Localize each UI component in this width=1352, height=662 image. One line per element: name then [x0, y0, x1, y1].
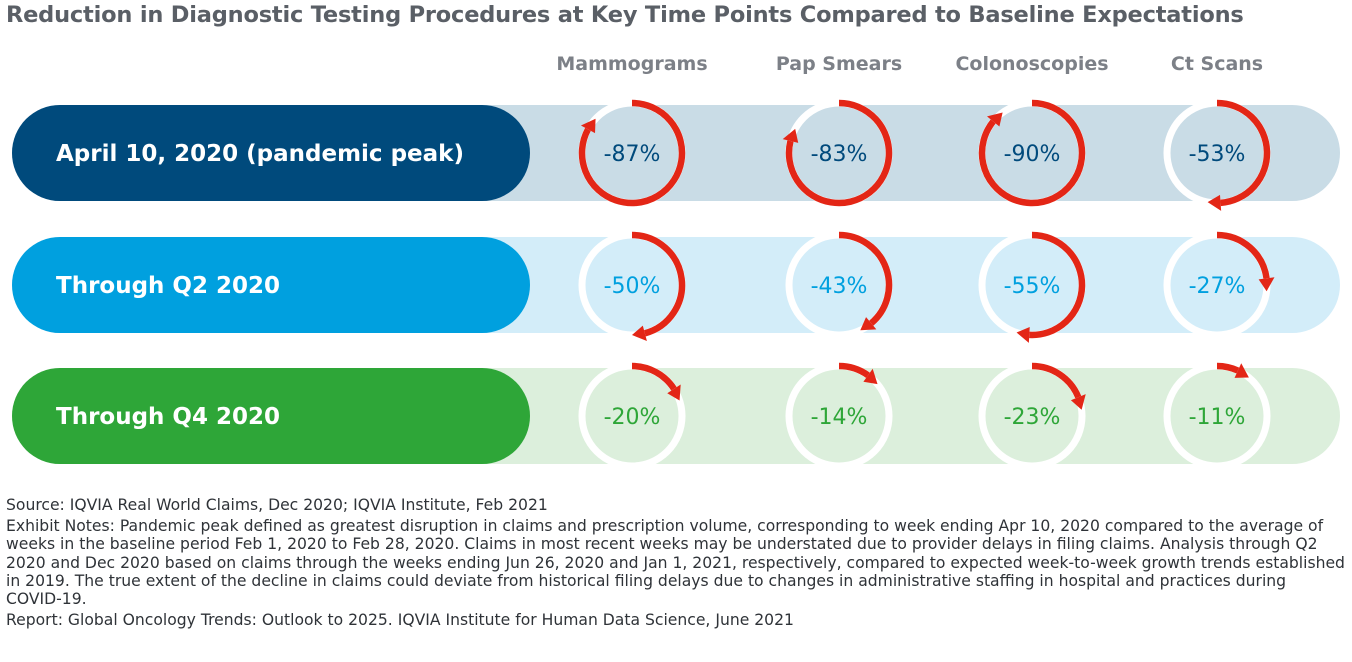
data-label: -50% — [604, 274, 661, 299]
data-label: -43% — [811, 274, 868, 299]
row-group: April 10, 2020 (pandemic peak) -87% -83% -9… — [12, 99, 1340, 211]
row-label: Through Q4 2020 — [56, 404, 280, 430]
value-cell: -11% — [1163, 362, 1271, 470]
data-label: -20% — [604, 405, 661, 430]
reduction-arc — [978, 99, 1086, 207]
data-label: -90% — [1004, 142, 1061, 167]
data-label: -53% — [1189, 142, 1246, 167]
data-label: -55% — [1004, 274, 1061, 299]
value-cell: -55% — [978, 231, 1086, 343]
reduction-arc — [1216, 362, 1240, 374]
row-group: Through Q2 2020 -50% -43% -55% -27% — [12, 231, 1340, 343]
exhibit-note: Exhibit Notes: Pandemic peak defined as … — [6, 517, 1345, 609]
row-label-pill — [12, 368, 530, 464]
value-cell: -83% — [782, 99, 893, 207]
chart-area: Mammograms Pap Smears Colonoscopies Ct Scan… — [12, 53, 1340, 470]
reduction-arc — [838, 362, 870, 379]
reduction-arc — [631, 362, 677, 391]
data-label: -27% — [1189, 274, 1246, 299]
arrowhead — [1207, 194, 1222, 211]
arrowhead — [632, 325, 647, 342]
data-label: -83% — [811, 142, 868, 167]
reduction-arc — [1216, 231, 1270, 279]
source-note: Source: IQVIA Real World Claims, Dec 202… — [6, 496, 548, 514]
reduction-arc — [1216, 99, 1271, 207]
column-header: Pap Smears — [776, 53, 902, 75]
reduction-arc — [838, 231, 893, 326]
value-cell: -50% — [578, 231, 686, 342]
row-group: Through Q4 2020 -20% -14% -23% -11% — [12, 362, 1340, 470]
data-label: -14% — [811, 405, 868, 430]
arrowhead — [863, 368, 878, 385]
column-header: Colonoscopies — [955, 53, 1108, 75]
arrowhead — [986, 112, 1003, 127]
arrowhead — [1258, 277, 1275, 292]
value-cell: -43% — [785, 231, 893, 339]
notes: Source: IQVIA Real World Claims, Dec 202… — [6, 496, 1346, 629]
reduction-arc — [1031, 362, 1082, 399]
value-cell: -90% — [978, 99, 1086, 207]
data-label: -23% — [1004, 405, 1061, 430]
row-label: Through Q2 2020 — [56, 273, 280, 299]
report-note: Report: Global Oncology Trends: Outlook … — [6, 611, 794, 630]
arrowhead — [1070, 394, 1086, 410]
arrowhead — [1234, 363, 1249, 378]
value-cell: -53% — [1163, 99, 1271, 211]
value-cell: -20% — [578, 362, 686, 470]
reduction-arc — [785, 99, 893, 207]
reduction-arc — [631, 231, 686, 337]
row-label-pill — [12, 105, 530, 201]
reduction-arc — [578, 99, 686, 207]
row-label: April 10, 2020 (pandemic peak) — [56, 141, 464, 167]
arrowhead — [860, 317, 877, 331]
value-cell: -27% — [1163, 231, 1275, 339]
chart-title: Reduction in Diagnostic Testing Procedur… — [6, 2, 1244, 28]
arrowhead — [1016, 326, 1030, 343]
value-cell: -87% — [578, 99, 686, 207]
column-header: Mammograms — [556, 53, 707, 75]
reduction-arc — [1029, 231, 1086, 339]
arrowhead — [667, 384, 681, 401]
column-header: Ct Scans — [1171, 53, 1263, 75]
arrowhead — [580, 118, 596, 134]
arrowhead — [782, 128, 799, 143]
row-label-pill — [12, 237, 530, 333]
data-label: -11% — [1189, 405, 1246, 430]
value-cell: -23% — [978, 362, 1086, 470]
data-label: -87% — [604, 142, 661, 167]
value-cell: -14% — [785, 362, 893, 470]
